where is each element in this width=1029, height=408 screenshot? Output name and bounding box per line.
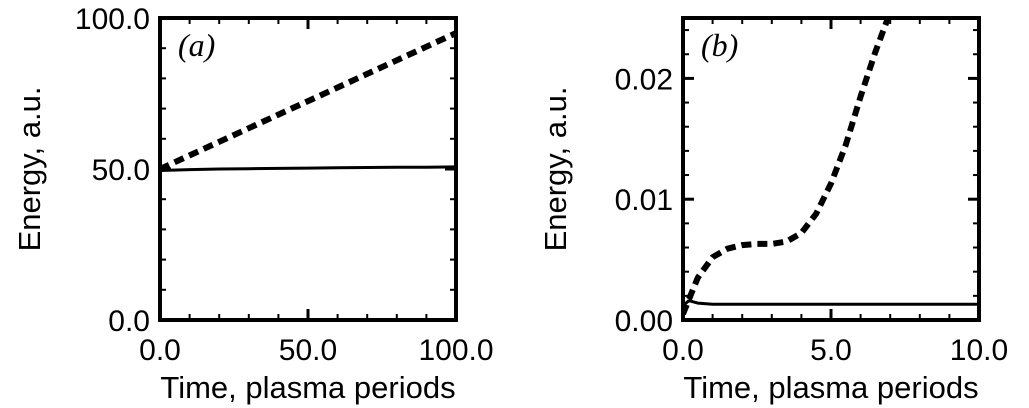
panel-b: 0.0 5.0 10.0 0.00 0.01 0.02 (b) Time, plasma … [538,16,1008,405]
panel-b-series-solid-line [683,299,979,307]
panel-a-plot-area [158,16,458,322]
panel-a-y-tick-label: 100.0 [75,3,150,36]
panel-b-label: (b) [701,27,738,63]
panel-a-series-layer [160,30,456,172]
panel-b-ticks: 0.0 5.0 10.0 0.00 0.01 0.02 [615,18,1008,367]
panel-a-x-tick-label: 0.0 [139,334,181,367]
panel-a-ticks: 0.0 50.0 100.0 0.0 50.0 100.0 [75,3,494,367]
panel-b-x-tick-label: 5.0 [810,334,852,367]
panel-a: 0.0 50.0 100.0 0.0 50.0 100.0 (a) Time, plasm… [12,3,494,405]
panel-b-y-tick-label: 0.00 [615,305,673,338]
panel-a-series-solid-line [160,165,456,172]
panel-a-y-axis-title: Energy, a.u. [12,87,47,252]
panel-b-y-tick-label: 0.01 [615,184,673,217]
panel-b-x-tick-label: 10.0 [950,334,1008,367]
panel-b-x-tick-label: 0.0 [662,334,704,367]
panel-a-y-tick-label: 0.0 [108,305,150,338]
panel-b-x-axis-title: Time, plasma periods [683,370,978,405]
panel-b-frame [681,16,981,322]
panel-b-series-layer [683,18,979,316]
panel-a-x-axis-title: Time, plasma periods [160,370,455,405]
panel-a-x-tick-label: 50.0 [279,334,337,367]
panel-b-y-tick-label: 0.02 [615,63,673,96]
panel-b-series-dashed-line [683,18,892,316]
panel-a-label: (a) [178,27,215,63]
panel-a-x-tick-label: 100.0 [418,334,493,367]
panel-b-y-axis-title: Energy, a.u. [538,87,573,252]
panel-a-y-tick-label: 50.0 [92,154,150,187]
panel-a-series-dashed-line [160,30,456,172]
